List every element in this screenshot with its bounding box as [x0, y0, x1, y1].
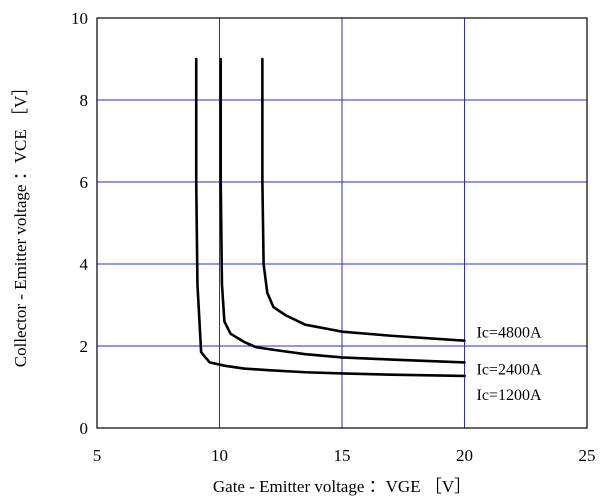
y-tick-label: 0: [80, 419, 89, 438]
x-tick-label: 25: [579, 446, 596, 465]
series-line: [219, 57, 466, 364]
y-tick-label: 6: [80, 173, 89, 192]
series-line: [194, 57, 466, 378]
x-tick-label: 10: [211, 446, 228, 465]
series-label: Ic=4800A: [477, 325, 542, 342]
x-tick-labels: 5 10 15 20 25: [93, 446, 596, 465]
y-tick-labels: 0 2 4 6 8 10: [71, 9, 89, 438]
series-lines: [194, 57, 466, 378]
series-labels: Ic=4800A Ic=2400A Ic=1200A: [477, 325, 542, 404]
x-axis-title: Gate - Emitter voltage ：VGE ［V］: [213, 477, 471, 496]
x-tick-label: 5: [93, 446, 102, 465]
x-tick-label: 20: [456, 446, 473, 465]
x-tick-label: 15: [334, 446, 351, 465]
y-tick-label: 10: [71, 9, 88, 28]
y-tick-label: 8: [80, 91, 89, 110]
series-label: Ic=2400A: [477, 361, 542, 378]
plot-frame: [96, 17, 588, 429]
y-tick-label: 2: [80, 337, 89, 356]
series-line: [261, 57, 466, 342]
y-axis-title: Collector - Emitter voltage ：VCE ［V］: [11, 79, 30, 367]
series-label: Ic=1200A: [477, 387, 542, 404]
y-tick-label: 4: [80, 255, 89, 274]
grid: [97, 18, 587, 428]
